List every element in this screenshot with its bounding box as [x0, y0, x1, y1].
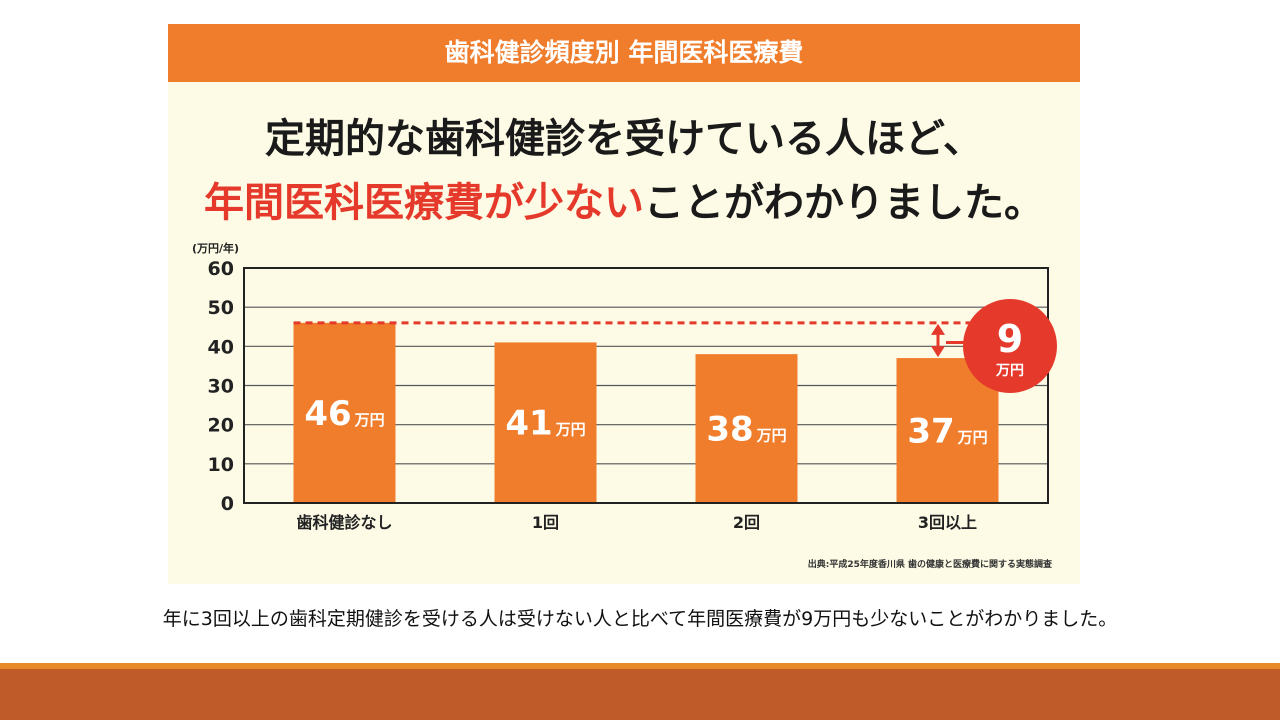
y-tick-label: 30 [208, 376, 234, 398]
y-tick-label: 20 [208, 415, 234, 437]
bar-chart: 0 10 20 30 40 50 60 (万円/年) 歯科健診なし 1回 2回 3回以上 46 万円… [192, 241, 1057, 532]
slide-caption: 年に3回以上の歯科定期健診を受ける人は受けない人と比べて年間医療費が9万円も少な… [162, 608, 1118, 630]
footer-accent-line [0, 663, 1280, 669]
data-labels: 46 万円 41 万円 38 万円 37 万円 [304, 394, 987, 452]
data-label: 46 万円 [304, 394, 384, 434]
difference-arrow [931, 323, 968, 358]
y-axis-label: (万円/年) [192, 241, 239, 255]
infographic-panel: 歯科健診頻度別 年間医科医療費 定期的な歯科健診を受けている人ほど、 年間医科医… [168, 24, 1080, 584]
data-label: 41 万円 [505, 404, 585, 444]
data-label: 38 万円 [706, 410, 786, 450]
data-label: 37 万円 [907, 412, 987, 452]
panel-header-title: 歯科健診頻度別 年間医科医療費 [168, 24, 1080, 82]
difference-badge: 9 万円 [963, 299, 1057, 393]
bar [494, 342, 597, 503]
headline-highlight: 年間医科医療費が少ない [204, 180, 644, 226]
y-tick-label: 60 [208, 258, 234, 280]
y-tick-label: 50 [208, 297, 234, 319]
bar [695, 354, 798, 503]
bars [293, 322, 999, 503]
source-note: 出典:平成25年度香川県 歯の健康と医療費に関する実態調査 [807, 560, 1052, 570]
difference-badge-circle [963, 299, 1057, 393]
y-axis-ticks: 0 10 20 30 40 50 60 [208, 258, 234, 515]
footer-band [0, 669, 1280, 720]
x-tick-label: 歯科健診なし [296, 513, 392, 532]
y-tick-label: 0 [221, 493, 234, 515]
x-tick-label: 3回以上 [918, 513, 977, 532]
x-tick-label: 2回 [733, 513, 760, 532]
y-tick-label: 40 [208, 336, 234, 358]
plot-frame [243, 267, 1049, 504]
headline-rest: ことがわかりました。 [644, 180, 1044, 226]
y-tick-label: 10 [208, 454, 234, 476]
headline-line-1: 定期的な歯科健診を受けている人ほど、 [265, 116, 983, 162]
arrow-head-up [931, 323, 945, 335]
x-axis-labels: 歯科健診なし 1回 2回 3回以上 [296, 513, 977, 532]
x-tick-label: 1回 [532, 513, 559, 532]
difference-badge-number: 9 [997, 317, 1023, 361]
arrow-head-down [931, 346, 945, 358]
difference-badge-unit: 万円 [995, 363, 1024, 379]
bar [293, 322, 396, 503]
headline-line-2: 年間医科医療費が少ないことがわかりました。 [168, 170, 1080, 228]
